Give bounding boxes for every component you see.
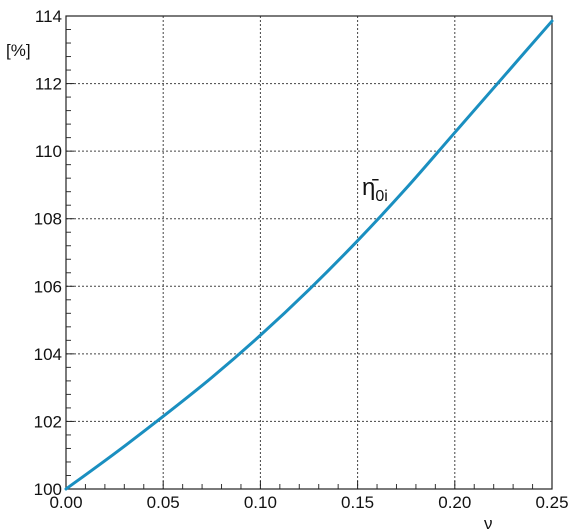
y-tick-label: 102 [34,412,62,431]
plot-frame [65,15,553,490]
annotation-subscript: 0i [375,188,387,205]
y-tick-label: 112 [35,75,62,94]
y-tick-label: 108 [34,210,62,229]
y-tick-labels: 100 102 104 106 108 110 112 114 [34,7,62,499]
y-tick-label: 106 [34,277,62,296]
x-tick-label: 0.10 [244,493,277,512]
y-tick-label: 114 [35,7,62,26]
y-tick-label: 104 [34,345,62,364]
x-tick-label: 0.05 [147,493,180,512]
x-tick-label: 0.25 [535,493,568,512]
series-annotation: η̄0i [362,174,388,205]
grid [66,16,552,489]
x-tick-label: 0.20 [438,493,471,512]
x-tick-label: 0.15 [341,493,374,512]
x-axis-label: ν [484,514,493,532]
series-line [64,19,554,491]
y-axis-label: [%] [6,41,31,60]
y-tick-label: 100 [34,480,62,499]
x-tick-labels: 0.00 0.05 0.10 0.15 0.20 0.25 [49,493,568,512]
annotation-symbol: η̄ [362,174,379,201]
y-tick-label: 110 [35,142,62,161]
x-tick-label: 0.00 [49,493,82,512]
